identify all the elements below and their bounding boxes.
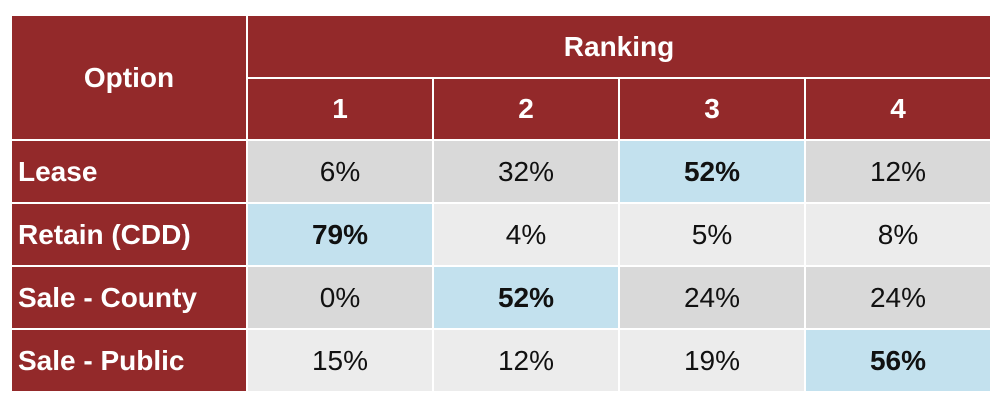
- value-cell: 32%: [432, 139, 620, 204]
- value-cell: 24%: [618, 265, 806, 330]
- value-cell: 6%: [246, 139, 434, 204]
- row-label: Sale - County: [10, 265, 248, 330]
- value-cell: 0%: [246, 265, 434, 330]
- ranking-header: Ranking: [245, 14, 993, 79]
- table-row-sale-public: Sale - Public 15% 12% 19% 56%: [10, 328, 993, 393]
- highlighted-value-cell: 79%: [246, 202, 434, 267]
- value-cell: 12%: [432, 328, 620, 393]
- highlighted-value-cell: 52%: [432, 265, 620, 330]
- table-row-lease: Lease 6% 32% 52% 12%: [10, 139, 993, 204]
- row-label: Retain (CDD): [10, 202, 248, 267]
- value-cell: 5%: [618, 202, 806, 267]
- value-cell: 4%: [432, 202, 620, 267]
- ranking-table-container: Option Ranking 1 2 3 4 Lease 6% 32% 52% …: [10, 14, 993, 393]
- row-label: Sale - Public: [10, 328, 248, 393]
- rank-column-header: 4: [803, 77, 993, 141]
- highlighted-value-cell: 56%: [803, 328, 993, 393]
- value-cell: 24%: [803, 265, 993, 330]
- row-label: Lease: [10, 139, 248, 204]
- highlighted-value-cell: 52%: [618, 139, 806, 204]
- ranking-table: Option Ranking 1 2 3 4 Lease 6% 32% 52% …: [10, 14, 993, 393]
- value-cell: 12%: [803, 139, 993, 204]
- option-header: Option: [10, 14, 248, 141]
- rank-column-header: 1: [246, 77, 434, 141]
- rank-column-header: 3: [618, 77, 806, 141]
- value-cell: 19%: [618, 328, 806, 393]
- value-cell: 8%: [803, 202, 993, 267]
- rank-column-header: 2: [432, 77, 620, 141]
- table-row-sale-county: Sale - County 0% 52% 24% 24%: [10, 265, 993, 330]
- table-row-retain-cdd: Retain (CDD) 79% 4% 5% 8%: [10, 202, 993, 267]
- value-cell: 15%: [246, 328, 434, 393]
